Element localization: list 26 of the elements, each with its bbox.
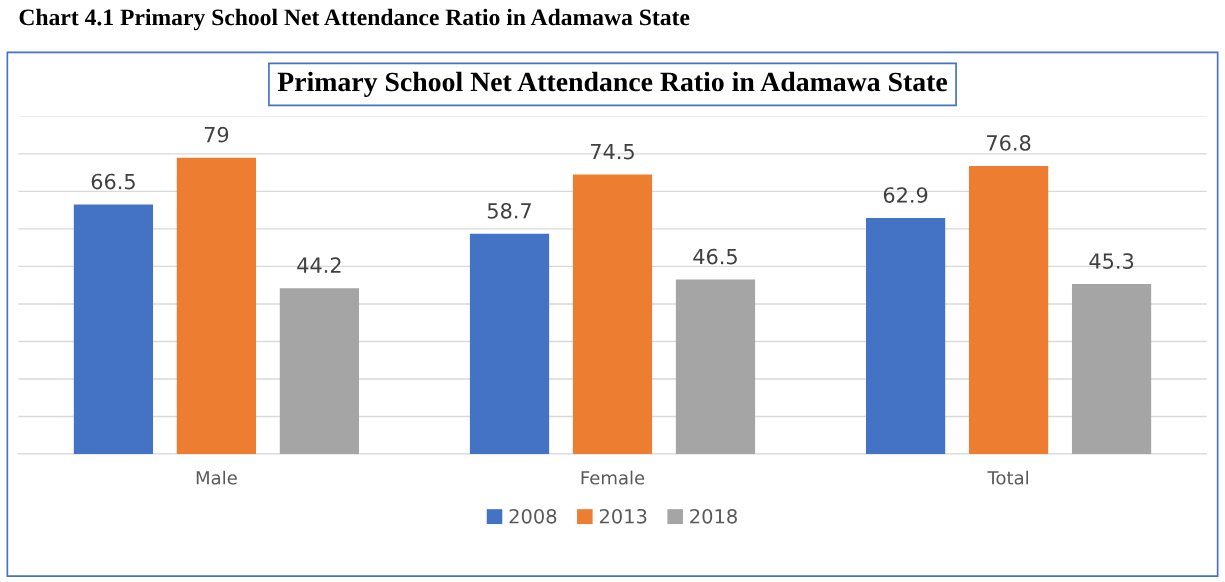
chart-title: Primary School Net Attendance Ratio in Adamawa State — [277, 71, 948, 98]
bar — [279, 288, 360, 454]
x-tick-label: Male — [196, 470, 237, 485]
bar — [73, 204, 154, 454]
legend-label: 2018 — [690, 508, 737, 524]
bar — [176, 157, 257, 454]
caption: Chart 4.1 Primary School Net Attendance Ratio in Adamawa State — [19, 8, 690, 31]
data-label: 74.5 — [591, 143, 634, 160]
bar — [968, 165, 1049, 454]
data-label: 45.3 — [1089, 253, 1134, 269]
x-tick-label: Female — [581, 470, 645, 485]
bar — [865, 218, 946, 454]
data-label: 58.7 — [487, 202, 531, 219]
legend-label: 2013 — [599, 508, 647, 524]
bar — [1071, 284, 1152, 454]
bar — [469, 233, 550, 454]
data-label: 79 — [204, 126, 229, 143]
x-tick-label: Total — [987, 470, 1028, 485]
bar — [675, 279, 756, 454]
data-label: 46.5 — [693, 248, 737, 265]
data-label: 44.2 — [297, 257, 341, 273]
data-label: 62.9 — [883, 187, 928, 203]
legend-label: 2008 — [509, 508, 557, 524]
data-label: 66.5 — [91, 173, 135, 190]
data-label: 76.8 — [987, 135, 1031, 151]
bar — [572, 174, 653, 454]
